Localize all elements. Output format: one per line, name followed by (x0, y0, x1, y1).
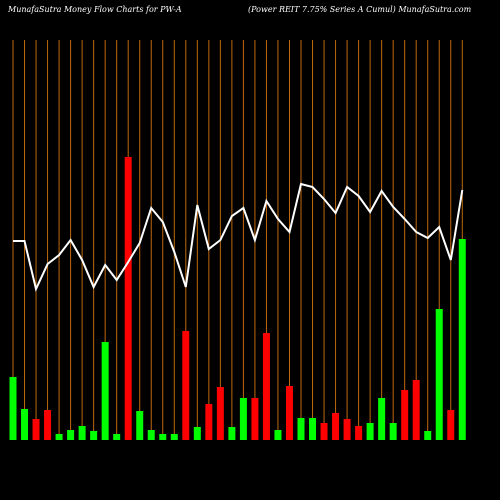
bar (90, 431, 98, 440)
bar (9, 377, 17, 440)
bar (320, 423, 328, 440)
bar (67, 430, 75, 440)
bar (101, 342, 109, 440)
bar (55, 434, 63, 440)
money-flow-line (13, 182, 464, 293)
bar (216, 387, 224, 440)
bar (378, 398, 386, 440)
bar (309, 418, 317, 440)
bar (193, 427, 201, 440)
bar (435, 309, 443, 440)
bar (32, 419, 40, 440)
bar (78, 426, 86, 440)
chart-subtitle: (Power REIT 7.75% Series A Cumul) Munafa… (248, 5, 472, 14)
bar (147, 430, 155, 440)
bar (274, 430, 282, 440)
bar (228, 427, 236, 440)
bar (355, 426, 363, 440)
bar (262, 333, 270, 440)
bar (343, 419, 351, 440)
bar (251, 398, 259, 440)
bar (458, 239, 466, 440)
bar (113, 434, 121, 440)
bar (332, 413, 340, 440)
bar (285, 386, 293, 440)
bar (159, 434, 167, 440)
bar (424, 431, 432, 440)
bar (447, 410, 455, 440)
bar (124, 157, 132, 440)
bar (366, 423, 374, 440)
bar (401, 390, 409, 440)
bar (205, 404, 213, 440)
bar (297, 418, 305, 440)
bar (412, 380, 420, 440)
bar (44, 410, 52, 440)
bar (136, 411, 144, 440)
bar (182, 331, 190, 440)
chart-title: MunafaSutra Money Flow Charts for PW-A (7, 5, 182, 14)
bar (170, 434, 178, 440)
bar (21, 409, 29, 440)
bar (239, 398, 247, 440)
bar (389, 423, 397, 440)
